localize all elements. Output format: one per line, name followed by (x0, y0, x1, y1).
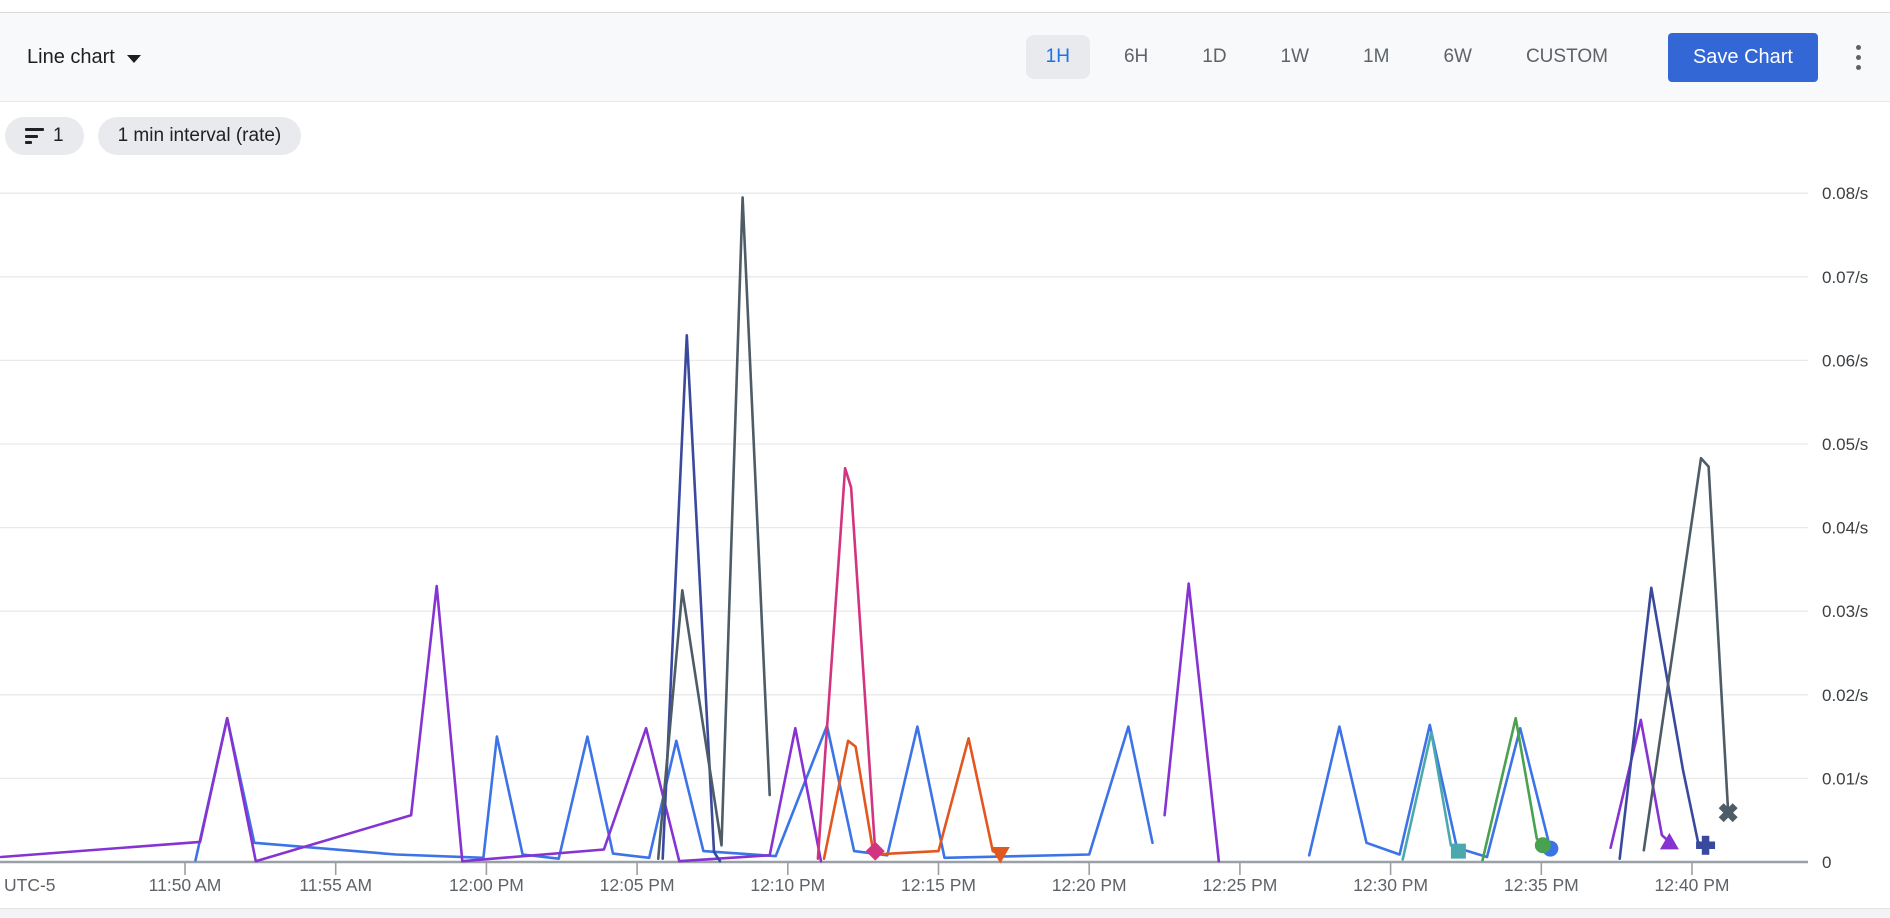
filter-icon (25, 126, 44, 146)
series-teal (1401, 731, 1466, 861)
bottom-scroll-strip[interactable] (0, 908, 1890, 918)
time-range-6w[interactable]: 6W (1423, 35, 1492, 79)
time-range-1h[interactable]: 1H (1025, 35, 1090, 79)
svg-text:11:55 AM: 11:55 AM (299, 875, 372, 895)
filter-chip-row: 1 1 min interval (rate) (5, 117, 315, 155)
more-options-icon[interactable] (1844, 35, 1872, 79)
svg-text:12:00 PM: 12:00 PM (449, 875, 524, 895)
chevron-down-icon (126, 54, 141, 63)
series-lines (0, 196, 1738, 864)
svg-text:12:30 PM: 12:30 PM (1353, 875, 1428, 895)
svg-text:12:10 PM: 12:10 PM (750, 875, 825, 895)
series-purple (0, 582, 1679, 863)
series-orange (822, 736, 1010, 864)
interval-chip[interactable]: 1 min interval (rate) (97, 117, 302, 155)
svg-text:0.02/s: 0.02/s (1822, 686, 1868, 705)
series-green (1481, 716, 1551, 862)
time-range-1m[interactable]: 1M (1343, 35, 1409, 79)
svg-text:12:35 PM: 12:35 PM (1504, 875, 1579, 895)
filter-count-chip[interactable]: 1 (5, 117, 84, 155)
svg-text:UTC-5: UTC-5 (4, 875, 56, 895)
svg-text:0.07/s: 0.07/s (1822, 268, 1868, 287)
axis-labels: 0.08/s 0.07/s 0.06/s 0.05/s 0.04/s 0.03/s 0.02… (4, 184, 1868, 895)
time-range-6h[interactable]: 6H (1104, 35, 1168, 79)
svg-text:0.03/s: 0.03/s (1822, 602, 1868, 621)
svg-text:0.04/s: 0.04/s (1822, 519, 1868, 538)
svg-text:0.01/s: 0.01/s (1822, 769, 1868, 788)
interval-chip-label: 1 min interval (rate) (117, 125, 282, 146)
svg-text:12:05 PM: 12:05 PM (600, 875, 675, 895)
gridlines (0, 192, 1808, 875)
series-navy (661, 333, 1716, 863)
svg-text:12:40 PM: 12:40 PM (1655, 875, 1730, 895)
toolbar-right-group: 1H 6H 1D 1W 1M 6W CUSTOM Save Chart (1012, 32, 1872, 82)
svg-text:0.05/s: 0.05/s (1822, 435, 1868, 454)
svg-text:0.06/s: 0.06/s (1822, 351, 1868, 370)
filter-count-label: 1 (53, 125, 64, 146)
toolbar: Line chart 1H 6H 1D 1W 1M 6W CUSTOM Save… (0, 12, 1890, 102)
svg-text:12:25 PM: 12:25 PM (1202, 875, 1277, 895)
series-pink (816, 466, 885, 861)
series-blue (194, 716, 1559, 862)
svg-text:0.08/s: 0.08/s (1822, 184, 1868, 203)
series-slate-gray (656, 196, 1738, 861)
save-chart-button[interactable]: Save Chart (1667, 32, 1818, 82)
time-range-1d[interactable]: 1D (1182, 35, 1246, 79)
time-range-1w[interactable]: 1W (1261, 35, 1330, 79)
svg-text:12:20 PM: 12:20 PM (1052, 875, 1127, 895)
svg-text:0: 0 (1822, 853, 1831, 872)
svg-text:12:15 PM: 12:15 PM (901, 875, 976, 895)
time-range-custom[interactable]: CUSTOM (1506, 35, 1628, 79)
chart-type-label: Line chart (27, 45, 115, 68)
chart-type-dropdown[interactable]: Line chart (27, 46, 141, 69)
svg-text:11:50 AM: 11:50 AM (149, 875, 222, 895)
